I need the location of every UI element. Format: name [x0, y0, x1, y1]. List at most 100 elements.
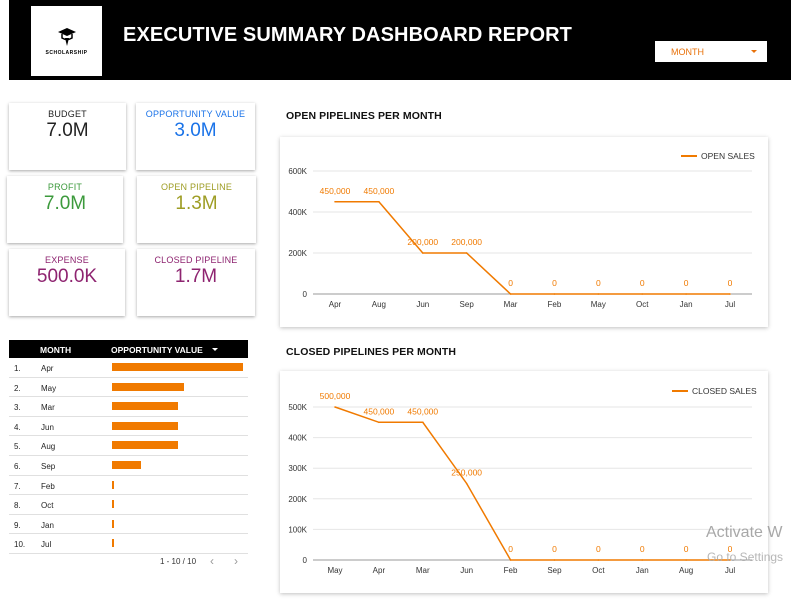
table-row[interactable]: 9. Jan	[9, 515, 248, 535]
row-month: Apr	[41, 364, 54, 373]
row-number: 7.	[14, 481, 21, 491]
data-point	[685, 559, 687, 561]
table-row[interactable]: 8. Oct	[9, 495, 248, 515]
data-label: 0	[508, 278, 513, 288]
prev-page-button[interactable]: ‹	[210, 554, 214, 568]
y-tick-label: 200K	[288, 495, 307, 504]
row-number: 1.	[14, 364, 21, 373]
data-label: 0	[684, 278, 689, 288]
table-row[interactable]: 5. Aug	[9, 436, 248, 456]
data-point	[378, 200, 380, 203]
month-dropdown[interactable]: MONTH	[655, 41, 767, 62]
opportunity-table: MONTH OPPORTUNITY VALUE 1. Apr 2. May 3. Mar 4…	[9, 340, 248, 554]
y-tick-label: 100K	[288, 525, 307, 534]
row-month: Oct	[41, 501, 54, 511]
data-label: 0	[684, 544, 689, 554]
opportunity-bar	[112, 421, 178, 430]
row-month: Jul	[41, 540, 52, 550]
activate-windows-watermark: Activate W	[706, 524, 783, 541]
opportunity-bar	[112, 382, 185, 391]
kpi-label: CLOSED PIPELINE	[154, 255, 238, 265]
pagination-label: 1 - 10 / 10	[160, 557, 197, 566]
data-point	[597, 293, 600, 295]
x-tick-label: May	[327, 566, 342, 575]
row-number: 8.	[14, 501, 21, 511]
x-tick-label: Jan	[636, 566, 649, 575]
data-label: 200,000	[451, 237, 482, 247]
next-page-button[interactable]: ›	[234, 554, 238, 568]
month-dropdown-label: MONTH	[671, 46, 704, 57]
x-tick-label: Sep	[547, 566, 562, 575]
kpi-value: 7.0M	[43, 193, 87, 214]
data-point	[553, 293, 556, 295]
kpi-card-profit: PROFIT 7.0M	[7, 176, 123, 243]
series-line	[335, 201, 730, 295]
opportunity-bar	[112, 519, 114, 528]
data-label: 0	[552, 544, 557, 554]
table-row[interactable]: 3. Mar	[9, 397, 248, 417]
data-label: 200,000	[407, 237, 438, 247]
series-line	[334, 406, 730, 561]
logo-text: SCHOLARSHIP	[45, 50, 88, 56]
y-tick-label: 200K	[288, 249, 307, 258]
x-tick-label: Oct	[636, 300, 649, 309]
chevron-down-icon	[751, 50, 757, 53]
open-pipelines-chart-card: 0 200K 400K 600K Apr Aug Jun Sep Mar Feb May Oct Jan…	[280, 137, 768, 327]
row-number: 4.	[14, 422, 21, 432]
row-month: Mar	[41, 403, 55, 413]
table-row[interactable]: 7. Feb	[9, 476, 248, 496]
data-point	[641, 559, 644, 561]
closed-pipelines-chart-card: 0 100K 200K 300K 400K 500K May Apr Mar Jun Feb Sep O…	[280, 371, 768, 593]
table-row[interactable]: 6. Sep	[9, 456, 248, 476]
table-row[interactable]: 1. Apr	[9, 358, 248, 378]
x-tick-label: Mar	[416, 566, 430, 575]
col-month-header[interactable]: MONTH	[40, 345, 72, 355]
x-tick-label: Jul	[725, 566, 735, 575]
kpi-card-open-pipeline: OPEN PIPELINE 1.3M	[137, 176, 256, 243]
x-tick-label: Sep	[460, 300, 475, 309]
data-point	[509, 293, 512, 295]
activate-windows-settings-text: Go to Settings	[707, 550, 784, 564]
page-title: EXECUTIVE SUMMARY DASHBOARD REPORT	[123, 24, 572, 46]
kpi-label: EXPENSE	[45, 255, 89, 265]
row-number: 6.	[14, 461, 21, 471]
row-number: 2.	[14, 383, 21, 393]
col-opportunity-header[interactable]: OPPORTUNITY VALUE	[111, 345, 203, 355]
kpi-card-expense: EXPENSE 500.0K	[9, 249, 125, 316]
y-tick-label: 0	[303, 556, 308, 565]
data-label: 0	[728, 544, 733, 554]
open-pipelines-title: OPEN PIPELINES PER MONTH	[286, 110, 442, 122]
kpi-value: 1.3M	[175, 193, 218, 214]
kpi-card-closed-pipeline: CLOSED PIPELINE 1.7M	[137, 249, 255, 316]
y-tick-label: 0	[303, 290, 308, 299]
data-point	[465, 252, 468, 254]
sort-desc-icon[interactable]	[212, 348, 218, 351]
data-point	[334, 200, 336, 203]
x-tick-label: Apr	[373, 566, 386, 575]
data-label: 500,000	[320, 391, 351, 401]
kpi-card-opportunity-value: OPPORTUNITY VALUE 3.0M	[136, 103, 255, 170]
data-label: 0	[728, 278, 733, 288]
table-row[interactable]: 4. Jun	[9, 417, 248, 437]
x-tick-label: Aug	[679, 566, 693, 575]
opportunity-bar	[112, 402, 178, 411]
row-month: Feb	[41, 481, 55, 491]
kpi-label: PROFIT	[47, 182, 83, 192]
table-row[interactable]: 2. May	[9, 378, 248, 398]
row-number: 10.	[14, 540, 26, 550]
row-number: 9.	[14, 520, 21, 530]
x-tick-label: Aug	[372, 300, 386, 309]
data-point	[421, 421, 424, 424]
data-label: 0	[640, 544, 645, 554]
x-tick-label: Oct	[592, 566, 605, 575]
data-label: 450,000	[364, 186, 395, 196]
data-point	[729, 293, 731, 295]
data-point	[334, 406, 336, 408]
data-label: 0	[552, 278, 557, 288]
row-month: Jan	[41, 520, 54, 530]
opportunity-bar	[112, 441, 178, 450]
legend-label: OPEN SALES	[701, 151, 755, 161]
table-row[interactable]: 10. Jul	[9, 534, 248, 554]
data-label: 450,000	[320, 186, 351, 196]
data-label: 0	[596, 278, 601, 288]
